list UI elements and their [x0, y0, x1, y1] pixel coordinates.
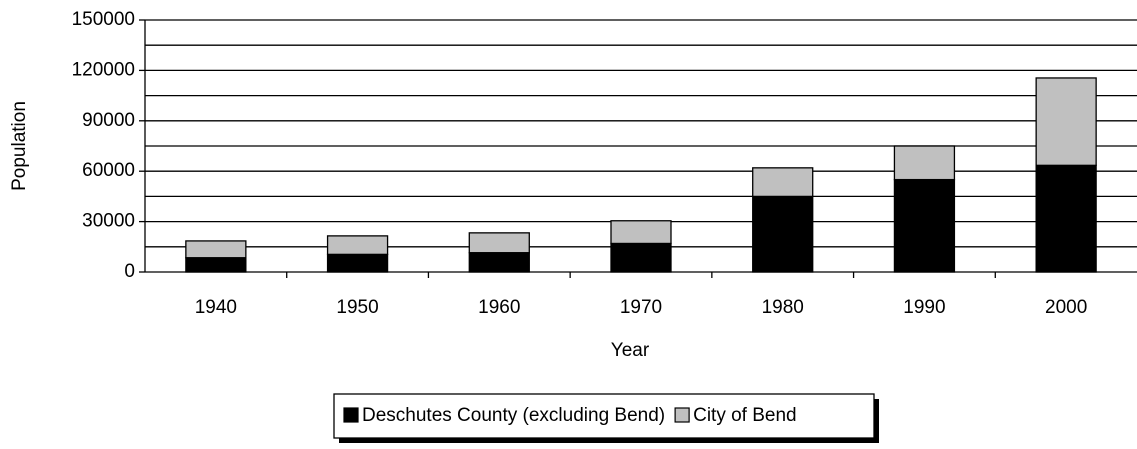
- bar-segment: [610, 220, 672, 245]
- bar-segment: [185, 257, 247, 273]
- bar-segment: [326, 235, 389, 256]
- legend-swatch: [674, 407, 690, 423]
- legend: [333, 393, 875, 439]
- y-tick-label: 30000: [82, 211, 135, 232]
- y-tick-label: 60000: [82, 160, 135, 181]
- bar-segment: [326, 253, 389, 273]
- x-tick-label: 1950: [336, 297, 378, 318]
- legend-swatch: [343, 407, 359, 423]
- x-tick-label: 1940: [195, 297, 237, 318]
- legend-label: Deschutes County (excluding Bend): [362, 405, 665, 426]
- x-tick-label: 1980: [762, 297, 804, 318]
- y-tick-label: 120000: [72, 59, 135, 80]
- bar-segment: [468, 252, 530, 273]
- bar-segment: [752, 167, 814, 198]
- bar-segment: [893, 178, 956, 273]
- x-tick-label: 1960: [478, 297, 520, 318]
- x-tick-label: 1970: [620, 297, 662, 318]
- x-tick-label: 1990: [903, 297, 945, 318]
- bar-segment: [610, 242, 672, 273]
- x-tick-label: 2000: [1045, 297, 1087, 318]
- y-axis-label: Population: [9, 101, 30, 191]
- y-tick-label: 90000: [82, 110, 135, 131]
- legend-label: City of Bend: [693, 405, 797, 426]
- x-axis-label: Year: [611, 340, 650, 361]
- bar-segment: [468, 232, 530, 254]
- bar-segment: [893, 145, 956, 181]
- bar-segment: [1035, 164, 1097, 273]
- bar-segment: [1035, 77, 1097, 166]
- bar-segment: [185, 240, 247, 259]
- y-tick-label: 150000: [72, 9, 135, 30]
- bar-segment: [752, 195, 814, 273]
- y-tick-label: 0: [124, 261, 135, 282]
